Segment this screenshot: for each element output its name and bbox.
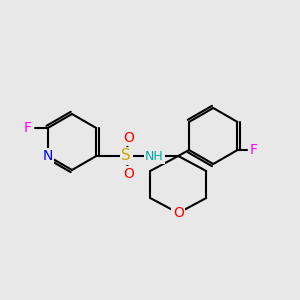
Text: N: N bbox=[43, 149, 53, 163]
Text: NH: NH bbox=[145, 149, 164, 163]
Text: S: S bbox=[122, 148, 131, 164]
Text: O: O bbox=[173, 206, 184, 220]
Text: F: F bbox=[250, 143, 257, 157]
Text: O: O bbox=[123, 167, 134, 181]
Text: F: F bbox=[24, 121, 32, 135]
Text: O: O bbox=[123, 131, 134, 145]
